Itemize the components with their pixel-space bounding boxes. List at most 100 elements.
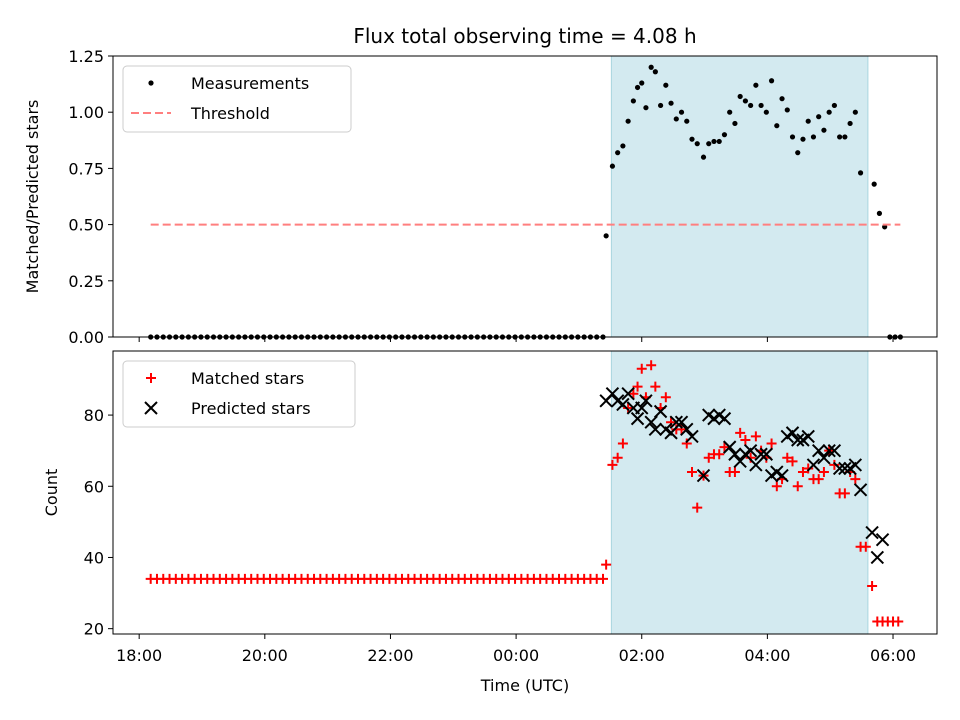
plot-frame: [112, 350, 938, 635]
measurement-point: [789, 134, 796, 140]
matched-star-point: [719, 442, 730, 453]
measurement-point: [795, 150, 801, 156]
measurement-point: [648, 64, 654, 70]
legend-label: Threshold: [190, 104, 270, 123]
matched-star-point: [787, 456, 798, 467]
measurement-point: [643, 105, 649, 111]
matched-star-point: [860, 541, 871, 552]
measurement-point: [763, 109, 769, 115]
matched-star-point: [771, 481, 782, 492]
predicted-star-point: [717, 411, 732, 426]
measurement-point: [673, 116, 679, 122]
measurement-point: [727, 109, 733, 115]
measurement-point: [831, 102, 837, 109]
measurement-point: [609, 163, 616, 169]
predicted-star-point: [759, 447, 774, 461]
legend-measurement-swatch: [148, 80, 154, 86]
matched-star-point: [632, 381, 643, 392]
y-tick-label: 1.00: [68, 103, 104, 122]
measurement-point: [663, 82, 669, 88]
measurement-point: [620, 143, 626, 149]
matched-star-point: [607, 459, 618, 470]
legend-box: [122, 65, 352, 133]
measurement-point: [684, 118, 690, 124]
predicted-star-point: [635, 401, 649, 415]
matched-star-point: [850, 474, 861, 485]
matched-star-point: [818, 467, 829, 478]
measurement-point: [758, 102, 764, 109]
matched-star-point: [829, 459, 840, 470]
x-tick-label: 04:00: [744, 646, 790, 665]
y-tick-label: 0.00: [68, 328, 104, 347]
matched-star-point: [650, 381, 661, 392]
observing-window: [610, 55, 869, 338]
matched-star-point: [867, 580, 878, 591]
measurement-point: [768, 78, 775, 84]
measurement-point: [753, 82, 759, 88]
measurement-point: [748, 102, 754, 109]
y-tick-label: 40: [84, 548, 104, 567]
measurement-point: [826, 109, 832, 115]
predicted-star-point: [791, 433, 805, 447]
legend: Matched stars Predicted stars: [122, 360, 356, 428]
matched-star-point: [676, 424, 687, 435]
legend-label: Measurements: [191, 74, 309, 93]
y-tick-label: 0.50: [68, 216, 104, 235]
measurement-point: [810, 134, 817, 140]
predicted-star-point: [853, 483, 868, 497]
predicted-star-point: [685, 429, 699, 444]
x-tick-label: 02:00: [619, 646, 665, 665]
y-tick-label: 0.25: [68, 272, 104, 291]
predicted-star-point: [605, 387, 620, 401]
matched-star-point: [703, 452, 714, 463]
matched-star-point: [729, 467, 740, 478]
measurement-point: [652, 69, 658, 75]
measurement-point: [639, 80, 645, 86]
predicted-star-point: [785, 426, 800, 440]
matched-star-point: [839, 488, 850, 499]
measurement-point: [876, 210, 883, 216]
predicted-star-point: [669, 415, 684, 429]
matched-star-point: [598, 573, 609, 584]
measurement-point: [805, 118, 811, 124]
matched-star-point: [646, 360, 657, 371]
predicted-star-point: [653, 404, 668, 419]
legend-box: [122, 360, 356, 428]
measurement-point: [800, 136, 806, 142]
measurement-point: [852, 109, 858, 115]
matched-star-point: [813, 474, 824, 485]
matched-star-point: [735, 427, 746, 438]
measurement-point: [816, 114, 822, 120]
observing-window: [610, 350, 869, 635]
measurement-point: [678, 109, 685, 115]
plot-frame: [112, 55, 938, 338]
predicted-star-point: [754, 447, 768, 461]
predicted-star-point: [848, 458, 863, 472]
predicted-star-point: [806, 458, 821, 472]
measurement-point: [774, 123, 780, 129]
top-panel: 0.00 0.25 0.50 0.75 1.00 1.25 Matched/Predicte…: [23, 47, 938, 347]
y-tick-label: 1.25: [68, 47, 104, 66]
predicted-star-point: [722, 440, 737, 454]
x-tick-label: 06:00: [870, 646, 916, 665]
measurement-point: [821, 127, 827, 133]
predicted-star-point: [870, 550, 885, 565]
matched-star-point: [601, 559, 612, 570]
measurement-point: [737, 93, 743, 100]
predicted-star-point: [648, 422, 663, 437]
measurement-point: [668, 100, 674, 106]
predicted-star-point: [696, 468, 711, 483]
measurement-point: [694, 141, 700, 147]
matched-star-point: [792, 481, 803, 492]
matched-star-point: [686, 467, 697, 478]
predicted-star-point: [832, 461, 847, 476]
chart-title: Flux total observing time = 4.08 h: [353, 24, 696, 48]
measurement-point: [657, 102, 664, 109]
legend-label: Matched stars: [191, 369, 304, 388]
legend-label: Predicted stars: [191, 399, 311, 418]
measurement-point: [857, 170, 864, 176]
measurement-point: [721, 132, 728, 138]
predicted-star-point: [817, 451, 831, 465]
x-tick-label: 22:00: [367, 646, 413, 665]
